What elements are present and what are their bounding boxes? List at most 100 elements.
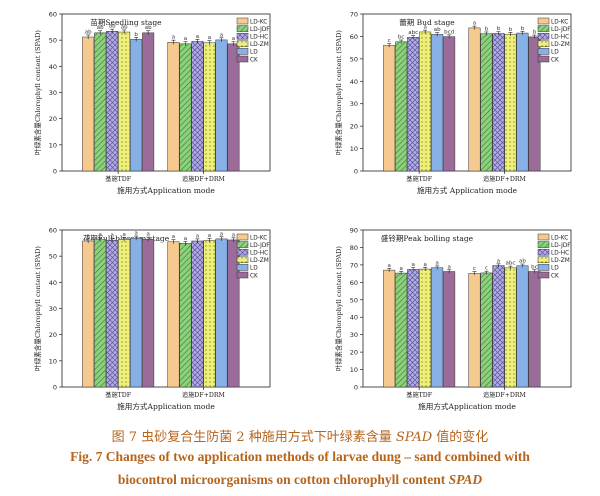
significance-label: a bbox=[399, 266, 402, 272]
legend-entry: CK bbox=[250, 273, 258, 279]
figure-caption-english-line2: biocontrol microorganisms on cotton chlo… bbox=[0, 472, 600, 488]
bar bbox=[203, 42, 216, 172]
y-tick-label: 20 bbox=[350, 123, 358, 131]
bar bbox=[443, 271, 456, 388]
legend-entry: LD bbox=[250, 266, 258, 272]
significance-label: ab bbox=[121, 24, 128, 30]
bar bbox=[395, 272, 408, 388]
bar bbox=[118, 239, 131, 388]
significance-label: a bbox=[86, 233, 89, 239]
significance-label: b bbox=[485, 26, 489, 32]
y-tick-label: 60 bbox=[49, 227, 57, 235]
significance-label: c bbox=[473, 266, 476, 272]
y-tick-label: 0 bbox=[53, 384, 57, 392]
bar bbox=[167, 241, 180, 388]
bar bbox=[431, 34, 444, 172]
figure-caption-chinese: 图 7 虫砂复合生防菌 2 种施用方式下叶绿素含量 SPAD 值的变化 bbox=[0, 426, 600, 445]
legend-entry: LD-ZM bbox=[551, 258, 570, 264]
significance-label: ab bbox=[97, 25, 104, 31]
legend-entry: LD-JDF bbox=[551, 243, 571, 249]
y-axis-label: 叶绿素含量Chlorophyll content (SPAD) bbox=[334, 246, 343, 371]
bar bbox=[82, 36, 95, 172]
legend-swatch bbox=[537, 32, 550, 40]
significance-label: a bbox=[146, 232, 149, 238]
significance-label: a bbox=[134, 231, 137, 237]
y-tick-label: 40 bbox=[350, 314, 358, 322]
significance-label: abc bbox=[505, 261, 515, 267]
y-tick-label: 0 bbox=[53, 168, 57, 176]
legend-swatch bbox=[537, 48, 550, 55]
significance-label: a bbox=[447, 264, 450, 270]
bar bbox=[468, 27, 481, 172]
bar bbox=[106, 239, 119, 388]
y-tick-label: 20 bbox=[49, 115, 57, 123]
significance-label: b bbox=[509, 27, 513, 33]
legend-swatch bbox=[236, 271, 249, 279]
bar bbox=[480, 272, 493, 388]
bar bbox=[492, 33, 505, 172]
legend-swatch bbox=[236, 40, 249, 48]
bar bbox=[179, 243, 192, 388]
x-tick-label: 基施TDF bbox=[406, 175, 432, 183]
legend-swatch bbox=[236, 17, 249, 25]
significance-label: a bbox=[208, 35, 211, 41]
legend-entry: LD-HC bbox=[551, 35, 569, 41]
bar bbox=[419, 31, 432, 172]
significance-label: bcd bbox=[444, 29, 454, 35]
legend-entry: LD-JDF bbox=[250, 243, 270, 249]
legend-entry: LD-KC bbox=[250, 235, 267, 241]
bar bbox=[227, 43, 240, 172]
x-axis-label: 施用方式Application mode bbox=[418, 401, 516, 411]
legend-swatch bbox=[236, 256, 249, 264]
significance-label: a bbox=[220, 32, 223, 38]
significance-label: abc bbox=[408, 30, 418, 36]
legend-swatch bbox=[236, 248, 249, 256]
legend-entry: CK bbox=[551, 57, 559, 63]
legend-swatch bbox=[236, 241, 249, 248]
significance-label: a bbox=[435, 260, 438, 266]
x-tick-label: 基施TDF bbox=[406, 391, 432, 399]
chart-title: 蕾期 Bud stage bbox=[399, 17, 455, 27]
significance-label: ab bbox=[109, 24, 116, 30]
legend-entry: LD-JDF bbox=[551, 27, 571, 33]
bar bbox=[383, 45, 396, 172]
plot-frame bbox=[362, 229, 572, 388]
bar bbox=[480, 33, 493, 172]
bar bbox=[516, 32, 529, 172]
chart-title: 盛铃期Peak bolling stage bbox=[381, 233, 474, 243]
y-axis-label: 叶绿素含量Chlorophyll content (SPAD) bbox=[334, 30, 343, 155]
significance-label: a bbox=[232, 36, 235, 42]
legend-swatch bbox=[537, 264, 550, 271]
legend-swatch bbox=[537, 233, 550, 241]
bar bbox=[407, 269, 420, 388]
y-tick-label: 60 bbox=[350, 33, 358, 41]
significance-label: c bbox=[388, 38, 391, 44]
legend-entry: LD-HC bbox=[250, 35, 268, 41]
significance-label: a bbox=[423, 25, 426, 31]
legend-swatch bbox=[537, 256, 550, 264]
y-tick-label: 30 bbox=[350, 331, 358, 339]
figure-caption-english-line1: Fig. 7 Changes of two application method… bbox=[70, 449, 530, 464]
significance-label: a bbox=[172, 234, 175, 240]
significance-label: a bbox=[122, 232, 125, 238]
chart-panel-2: 0 10 20 30 40 50 60 70 叶绿素含量Chlorophyll content … bbox=[334, 11, 572, 195]
bar bbox=[383, 269, 396, 388]
y-tick-label: 40 bbox=[49, 63, 57, 71]
x-tick-label: 追施DF+DRM bbox=[182, 391, 225, 399]
bar bbox=[516, 265, 529, 388]
legend-entry: LD-KC bbox=[250, 19, 267, 25]
bar bbox=[142, 238, 155, 388]
legend-entry: LD-HC bbox=[250, 251, 268, 257]
caption-cn-part1: 图 7 虫砂复合生防菌 2 种施用方式下叶绿素含量 bbox=[111, 430, 396, 445]
significance-label: b bbox=[134, 32, 138, 38]
y-tick-label: 30 bbox=[49, 89, 57, 97]
bar bbox=[94, 32, 107, 172]
caption-cn-part2: 值的变化 bbox=[432, 430, 489, 445]
significance-label: b bbox=[533, 30, 537, 36]
chart-panel-4: 0 10 20 30 40 50 60 70 80 90 叶绿素含量Chlorophyll cont… bbox=[334, 227, 572, 411]
significance-label: a bbox=[110, 233, 113, 239]
y-tick-label: 0 bbox=[354, 384, 358, 392]
chart-title: 花期Full-blossom stage bbox=[83, 233, 170, 243]
legend-entry: LD-JDF bbox=[250, 27, 270, 33]
y-axis-label: 叶绿素含量Chlorophyll content (SPAD) bbox=[33, 30, 42, 155]
